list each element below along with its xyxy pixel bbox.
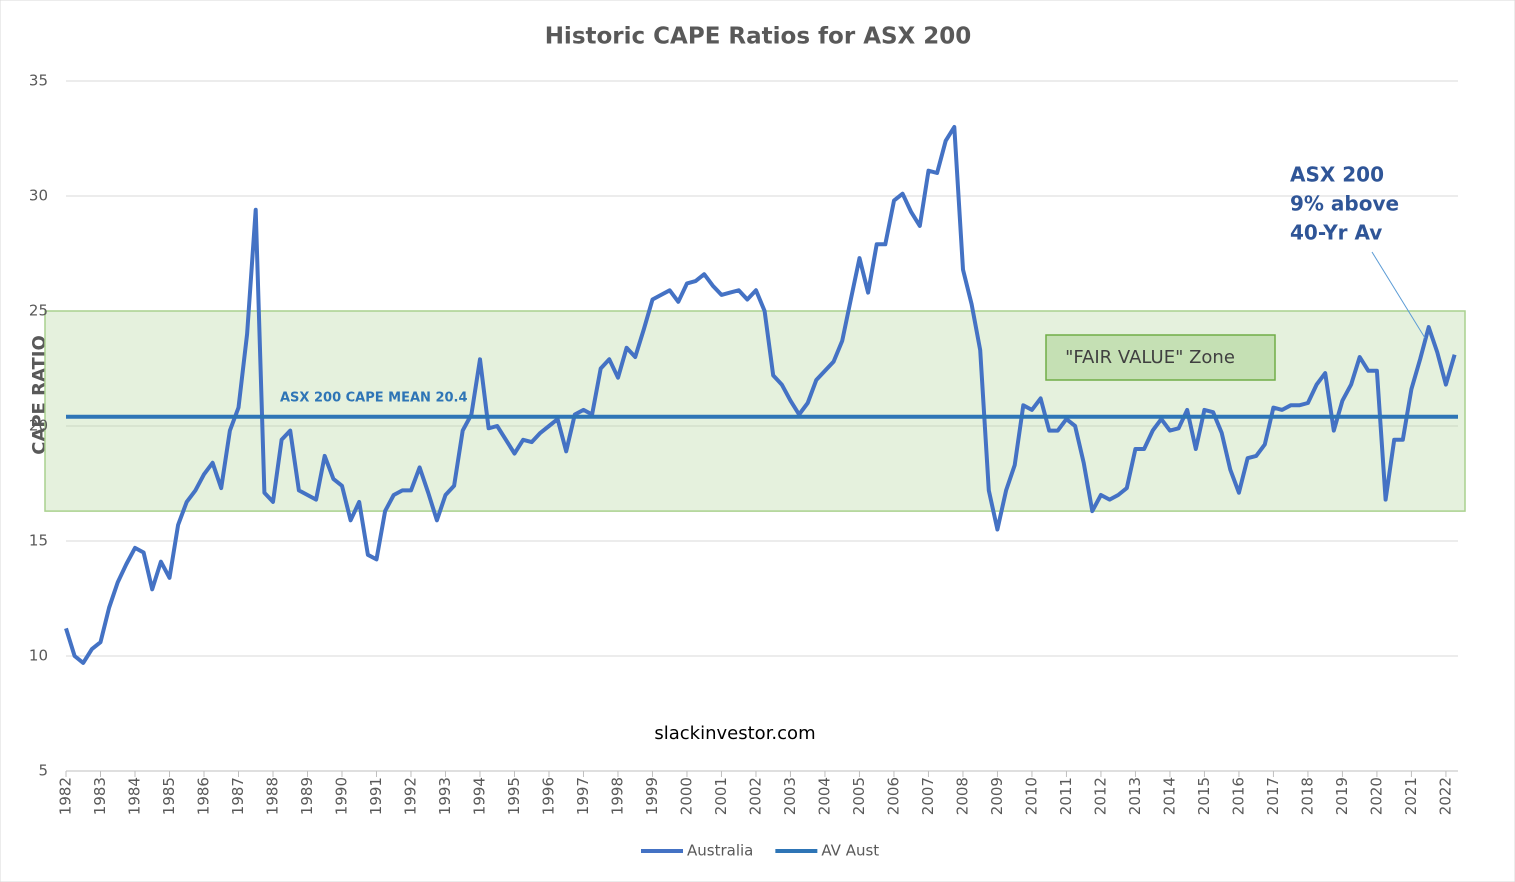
y-tick-label: 25 <box>29 302 48 320</box>
x-tick-label: 2021 <box>1402 777 1420 815</box>
x-tick-label: 2012 <box>1091 777 1109 815</box>
x-tick-label: 2010 <box>1022 777 1040 815</box>
data-line <box>64 125 1457 665</box>
x-tick-label: 1998 <box>608 777 626 815</box>
annotation-pointer <box>1371 251 1426 339</box>
x-tick-label: 1988 <box>263 777 281 815</box>
x-tick-label: 2008 <box>953 777 971 815</box>
x-tick-label: 2020 <box>1367 777 1385 815</box>
x-tick-label: 2007 <box>919 777 937 815</box>
x-tick-label: 2009 <box>988 777 1006 815</box>
x-tick-label: 2002 <box>746 777 764 815</box>
x-tick-label: 2011 <box>1057 777 1075 815</box>
x-tick-label: 2013 <box>1126 777 1144 815</box>
x-tick-label: 2006 <box>884 777 902 815</box>
x-tick-label: 1987 <box>229 777 247 815</box>
x-tick-label: 1999 <box>643 777 661 815</box>
zone-label-box <box>1045 334 1276 381</box>
y-tick-label: 35 <box>29 72 48 90</box>
annotation: ASX 200 <box>1290 163 1384 187</box>
mean-label: ASX 200 CAPE MEAN 20.4 <box>280 390 468 405</box>
grid <box>65 80 1458 777</box>
y-tick-label: 20 <box>29 417 48 435</box>
x-tick-label: 1989 <box>298 777 316 815</box>
watermark: slackinvestor.com <box>654 723 815 744</box>
marks <box>64 125 1458 665</box>
y-tick-label: 15 <box>29 532 48 550</box>
labels: 5 10 15 20 25 30 35 1982 1983 1984 1985 1986 1987 198… <box>29 72 1455 860</box>
x-tick-label: 1983 <box>91 777 109 815</box>
annotation: 9% above <box>1290 192 1399 216</box>
legend-label: Australia <box>687 842 753 860</box>
x-tick-label: 1986 <box>194 777 212 815</box>
x-tick-label: 2000 <box>677 777 695 815</box>
x-tick-label: 1997 <box>574 777 592 815</box>
chart-title: Historic CAPE Ratios for ASX 200 <box>545 24 972 50</box>
x-tick-label: 2003 <box>781 777 799 815</box>
x-tick-label: 1985 <box>160 777 178 815</box>
x-tick-label: 2014 <box>1160 777 1178 815</box>
x-tick-label: 2019 <box>1333 777 1351 815</box>
x-tick-label: 1990 <box>332 777 350 815</box>
x-tick-label: 2022 <box>1436 777 1454 815</box>
x-tick-label: 2018 <box>1298 777 1316 815</box>
x-tick-label: 2016 <box>1229 777 1247 815</box>
x-tick-label: 1993 <box>436 777 454 815</box>
annotation: 40-Yr Av <box>1290 221 1382 245</box>
x-tick-label: 1992 <box>401 777 419 815</box>
y-tick-label: 5 <box>38 762 48 780</box>
x-tick-label: 1995 <box>505 777 523 815</box>
x-tick-label: 1994 <box>470 777 488 815</box>
x-tick-label: 1996 <box>539 777 557 815</box>
y-tick-label: 10 <box>29 647 48 665</box>
x-tick-label: 2017 <box>1264 777 1282 815</box>
x-tick-label: 2005 <box>850 777 868 815</box>
x-tick-label: 2001 <box>712 777 730 815</box>
x-tick-label: 1984 <box>125 777 143 815</box>
x-tick-label: 2015 <box>1195 777 1213 815</box>
x-tick-label: 1982 <box>57 777 75 815</box>
x-tick-label: 2004 <box>815 777 833 815</box>
y-tick-label: 30 <box>29 187 48 205</box>
legend-label: AV Aust <box>821 842 879 860</box>
x-tick-label: 1991 <box>367 777 385 815</box>
zone-label: "FAIR VALUE" Zone <box>1065 347 1235 368</box>
